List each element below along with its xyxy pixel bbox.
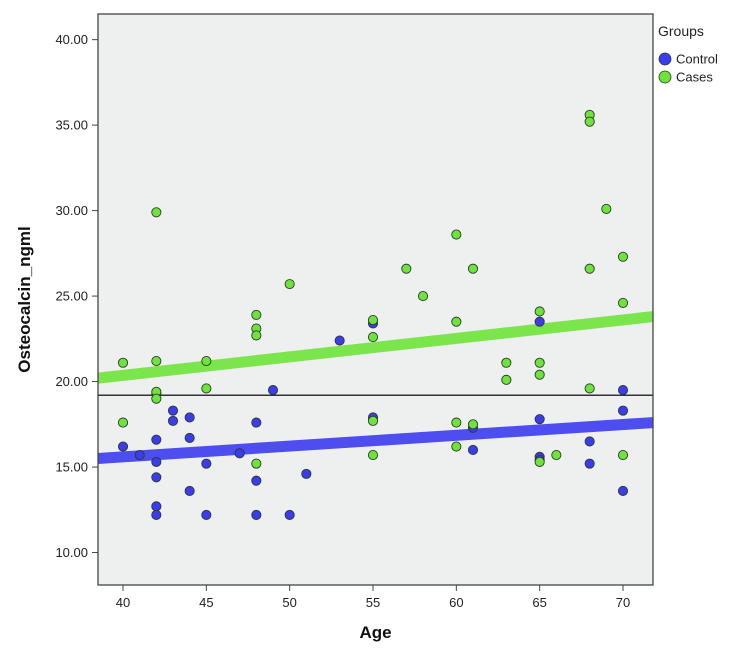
data-point-cases-8 xyxy=(251,309,262,320)
x-tick-label-55: 55 xyxy=(366,595,380,610)
data-point-control-18 xyxy=(251,509,262,520)
data-point-control-8 xyxy=(167,405,179,416)
y-tick-label-30: 30.00 xyxy=(55,203,88,218)
data-point-control-1 xyxy=(134,450,145,461)
data-point-cases-10 xyxy=(251,330,262,341)
legend-entries: Control Cases xyxy=(658,52,718,85)
data-point-control-26 xyxy=(534,414,545,425)
data-point-control-22 xyxy=(334,335,345,346)
x-tick-label-40: 40 xyxy=(116,595,130,610)
y-tick-label-35: 35.00 xyxy=(55,118,88,133)
fit-line-cases xyxy=(97,311,654,384)
data-point-cases-2 xyxy=(151,207,162,218)
data-point-control-15 xyxy=(234,448,245,459)
data-point-control-9 xyxy=(167,415,179,426)
fit-lines xyxy=(97,311,654,464)
data-point-cases-35 xyxy=(584,383,595,394)
data-point-control-6 xyxy=(151,509,162,520)
data-point-control-30 xyxy=(584,458,595,469)
y-tick-label-25: 25.00 xyxy=(55,289,88,304)
data-point-cases-34 xyxy=(584,263,595,274)
x-tick-label-50: 50 xyxy=(282,595,296,610)
data-point-control-25 xyxy=(467,444,479,455)
data-point-cases-12 xyxy=(284,279,295,290)
data-point-cases-31 xyxy=(551,450,562,461)
data-point-cases-26 xyxy=(501,374,512,385)
y-tick-label-20: 20.00 xyxy=(55,374,88,389)
data-point-cases-13 xyxy=(367,314,379,326)
data-point-cases-14 xyxy=(367,332,379,343)
y-axis-title: Osteocalcin_ngml xyxy=(15,226,34,372)
data-point-control-17 xyxy=(251,475,262,486)
data-point-control-31 xyxy=(617,405,629,416)
data-point-control-11 xyxy=(184,432,195,444)
x-tick-label-60: 60 xyxy=(449,595,463,610)
data-point-control-3 xyxy=(151,456,162,467)
data-point-cases-6 xyxy=(201,355,212,367)
data-point-cases-27 xyxy=(534,306,545,317)
x-axis-title: Age xyxy=(359,623,391,642)
data-point-cases-33 xyxy=(584,116,595,127)
data-point-cases-11 xyxy=(251,458,262,469)
fit-line-control xyxy=(97,417,654,464)
data-point-control-20 xyxy=(284,509,295,520)
data-point-cases-3 xyxy=(151,355,162,367)
data-point-control-14 xyxy=(201,509,212,520)
data-point-control-13 xyxy=(201,458,212,469)
x-tick-label-70: 70 xyxy=(616,595,630,610)
data-point-cases-38 xyxy=(617,297,629,308)
data-point-control-19 xyxy=(267,385,279,396)
data-point-cases-0 xyxy=(117,357,129,368)
legend-marker-cases xyxy=(658,70,672,84)
data-point-cases-7 xyxy=(201,383,212,394)
data-point-cases-39 xyxy=(617,450,629,461)
data-point-cases-5 xyxy=(151,393,162,404)
data-point-control-29 xyxy=(584,436,595,447)
data-point-cases-19 xyxy=(451,229,462,240)
data-point-control-10 xyxy=(184,412,195,423)
data-point-cases-1 xyxy=(117,417,129,428)
data-point-control-16 xyxy=(251,417,262,428)
data-point-cases-29 xyxy=(534,369,545,380)
data-point-cases-22 xyxy=(451,441,462,452)
y-tick-label-10: 10.00 xyxy=(55,545,88,560)
data-point-cases-18 xyxy=(417,291,429,302)
data-point-control-21 xyxy=(301,468,312,479)
legend-label-cases: Cases xyxy=(676,70,713,85)
x-axis: 40 45 50 55 60 65 70 xyxy=(116,585,630,610)
data-point-cases-25 xyxy=(501,357,512,368)
data-point-control-4 xyxy=(151,472,162,483)
data-points xyxy=(117,109,629,520)
data-point-control-0 xyxy=(117,441,129,452)
legend-title: Groups xyxy=(658,23,704,39)
data-point-control-12 xyxy=(184,485,195,497)
data-point-cases-28 xyxy=(534,357,545,368)
data-point-cases-20 xyxy=(451,316,462,327)
data-point-control-2 xyxy=(151,434,162,445)
legend: Groups Control Cases xyxy=(658,23,718,85)
legend-label-control: Control xyxy=(676,52,718,67)
data-point-cases-23 xyxy=(467,263,479,274)
data-point-control-5 xyxy=(151,501,162,512)
plot-frame xyxy=(97,13,654,586)
plot-area xyxy=(98,14,653,585)
legend-marker-control xyxy=(658,52,672,66)
data-point-control-34 xyxy=(534,316,545,327)
data-point-cases-21 xyxy=(451,417,462,428)
data-point-control-33 xyxy=(617,385,629,396)
data-point-cases-15 xyxy=(367,415,379,426)
data-point-control-32 xyxy=(617,485,629,497)
y-axis: 10.00 15.00 20.00 25.00 30.00 35.00 40.00 xyxy=(55,32,98,560)
x-tick-label-45: 45 xyxy=(199,595,213,610)
data-point-cases-16 xyxy=(367,450,379,461)
data-point-cases-30 xyxy=(534,456,545,467)
data-point-cases-24 xyxy=(467,419,479,430)
y-tick-label-40: 40.00 xyxy=(55,32,88,47)
y-tick-label-15: 15.00 xyxy=(55,460,88,475)
data-point-cases-37 xyxy=(617,251,629,262)
data-point-cases-17 xyxy=(401,263,412,274)
data-point-cases-36 xyxy=(601,203,612,214)
x-tick-label-65: 65 xyxy=(532,595,546,610)
